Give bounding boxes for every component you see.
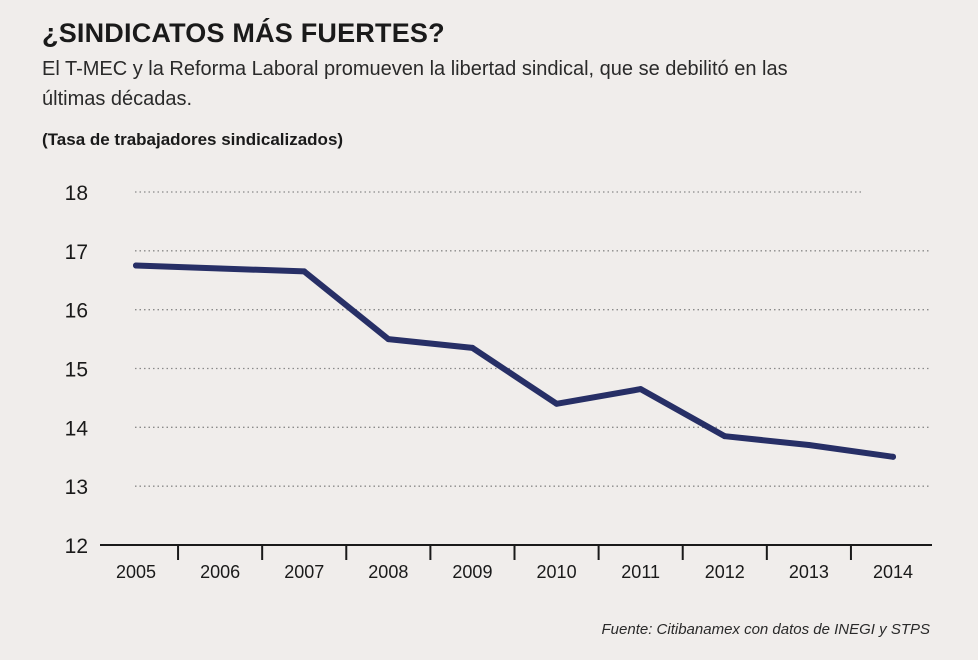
- x-tick-label: 2006: [200, 562, 240, 582]
- x-axis-ticks: 2005 2006 2007 2008 2009 2010 2011 2012 2013 2014: [116, 545, 913, 582]
- y-tick-label: 17: [65, 241, 88, 264]
- x-tick-label: 2005: [116, 562, 156, 582]
- chart-title: ¿SINDICATOS MÁS FUERTES?: [42, 18, 445, 48]
- y-tick-label: 15: [65, 359, 88, 382]
- x-tick-label: 2010: [537, 562, 577, 582]
- x-tick-label: 2013: [789, 562, 829, 582]
- series-line: [133, 262, 896, 460]
- source-note: Fuente: Citibanamex con datos de INEGI y…: [601, 621, 931, 638]
- data-point-2012: [721, 433, 728, 440]
- data-point-2011: [637, 386, 644, 393]
- y-axis-label: (Tasa de trabajadores sindicalizados): [42, 130, 344, 149]
- x-tick-label: 2009: [452, 562, 492, 582]
- y-tick-label: 14: [65, 417, 89, 440]
- data-point-2014: [890, 453, 896, 460]
- data-point-2007: [301, 268, 308, 275]
- y-tick-label: 12: [65, 535, 88, 558]
- y-axis-ticks: 12 13 14 15 16 17 18: [65, 182, 89, 558]
- x-tick-label: 2007: [284, 562, 324, 582]
- gridlines: [135, 191, 930, 487]
- data-point-2013: [805, 441, 812, 448]
- x-tick-label: 2012: [705, 562, 745, 582]
- chart-subtitle: El T-MEC y la Reforma Laboral promueven …: [42, 58, 788, 110]
- x-tick-label: 2014: [873, 562, 913, 582]
- y-tick-label: 13: [65, 476, 88, 499]
- x-tick-label: 2008: [368, 562, 408, 582]
- x-tick-label: 2011: [621, 562, 660, 582]
- data-point-2009: [469, 344, 476, 351]
- data-point-2010: [553, 400, 560, 407]
- y-tick-label: 16: [65, 300, 88, 323]
- data-point-2006: [217, 265, 224, 272]
- data-point-2005: [133, 262, 139, 269]
- series-line-group: [133, 262, 896, 460]
- data-point-2008: [385, 336, 392, 343]
- y-tick-label: 18: [65, 182, 88, 205]
